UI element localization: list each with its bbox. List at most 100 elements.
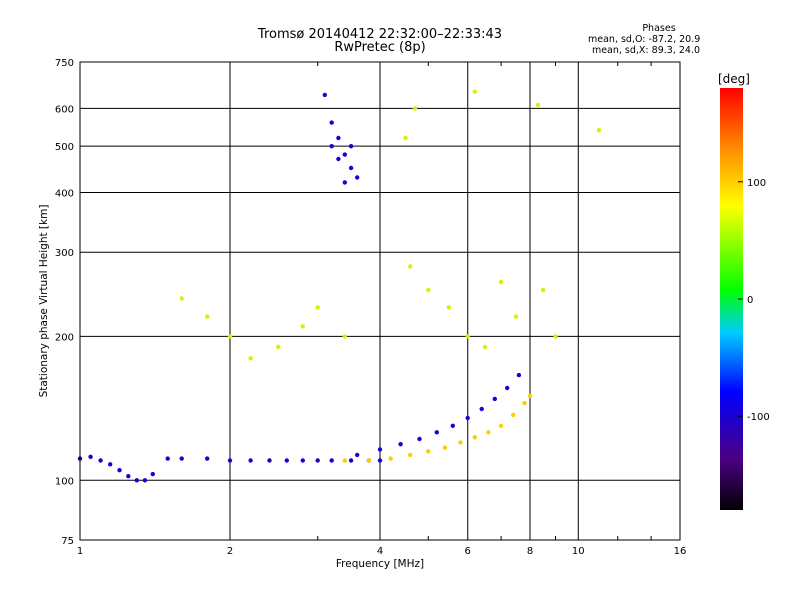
y-tick-label: 300 — [55, 248, 74, 259]
data-point — [150, 471, 155, 477]
data-point — [355, 452, 360, 458]
data-point — [342, 458, 347, 463]
data-point — [388, 456, 393, 461]
data-point — [227, 334, 233, 339]
data-point — [205, 314, 210, 319]
data-point — [472, 89, 477, 94]
data-point — [227, 458, 233, 463]
data-point — [248, 458, 253, 463]
colorbar-label: [deg] — [718, 72, 750, 86]
data-point — [596, 128, 602, 133]
x-tick-label: 4 — [377, 546, 383, 557]
data-point — [498, 279, 504, 285]
x-tick-label: 8 — [527, 546, 533, 557]
y-tick-label: 400 — [55, 188, 74, 199]
data-point — [329, 458, 334, 463]
data-point — [179, 296, 184, 301]
data-point — [284, 458, 289, 463]
data-point — [88, 454, 93, 459]
data-point — [486, 430, 491, 435]
y-tick-label: 500 — [55, 142, 74, 153]
data-point — [535, 102, 541, 108]
data-point — [465, 415, 470, 421]
data-point — [434, 430, 439, 435]
data-point — [510, 412, 516, 418]
colorbar-ticks: 100 0 -100 — [738, 178, 770, 423]
data-point — [315, 458, 320, 463]
data-point — [465, 334, 470, 339]
y-tick-label: 750 — [55, 58, 74, 69]
data-point — [522, 400, 527, 406]
data-point — [498, 423, 504, 428]
data-point — [108, 462, 113, 467]
colorbar: [deg] 100 0 -100 — [718, 72, 770, 510]
data-point — [472, 435, 477, 440]
x-tick-label: 1 — [77, 546, 83, 557]
data-point — [458, 440, 463, 445]
plot-frame — [79, 61, 681, 541]
y-tick-label: 100 — [55, 476, 74, 487]
colorbar-gradient — [720, 88, 743, 510]
phase-stats-o-mode: mean, sd,O: -87.2, 20.9 — [588, 34, 701, 45]
data-point — [408, 452, 413, 458]
colorbar-tick-label: 0 — [747, 295, 753, 306]
data-point — [513, 314, 519, 319]
data-point — [165, 456, 170, 461]
data-point — [505, 385, 510, 391]
data-point — [342, 152, 347, 157]
chart-subtitle: RwPretec (8p) — [334, 40, 426, 55]
data-point — [134, 478, 139, 483]
data-point — [540, 287, 546, 293]
data-point — [276, 344, 281, 350]
y-tick-label: 75 — [61, 536, 74, 547]
data-point — [426, 287, 431, 293]
x-tick-label: 10 — [572, 546, 585, 557]
data-point — [342, 334, 347, 339]
data-point — [442, 445, 448, 450]
data-point — [98, 458, 103, 463]
data-point — [482, 344, 488, 350]
chart-title: Tromsø 20140412 22:32:00–22:33:43 — [257, 27, 503, 42]
data-point — [355, 175, 360, 180]
data-point — [527, 393, 533, 399]
data-point — [412, 106, 418, 111]
phase-stats-x-mode: mean, sd,X: 89.3, 24.0 — [591, 45, 700, 56]
data-point — [322, 92, 327, 98]
data-point — [126, 474, 131, 479]
data-point — [348, 165, 354, 171]
data-point — [377, 447, 383, 452]
data-point — [342, 180, 347, 185]
data-point — [516, 372, 522, 378]
y-tick-label: 200 — [55, 332, 74, 343]
colorbar-tick-label: -100 — [747, 412, 770, 423]
x-tick-label: 6 — [465, 546, 471, 557]
data-point — [492, 396, 497, 402]
data-point — [300, 324, 305, 329]
data-point — [142, 478, 148, 483]
data-point — [426, 449, 431, 454]
data-point — [398, 442, 403, 447]
phase-stats: Phases mean, sd,O: -87.2, 20.9 mean, sd,… — [588, 23, 700, 56]
data-point — [479, 406, 484, 412]
data-point — [336, 135, 341, 141]
y-axis-label: Stationary phase Virtual Height [km] — [38, 205, 50, 398]
data-point — [553, 334, 558, 339]
data-point — [329, 120, 334, 125]
data-point — [403, 135, 408, 141]
axis-ticks: 1 2 4 6 8 10 16 75 100 200 300 400 500 600 750 — [55, 58, 686, 557]
data-point — [408, 264, 413, 269]
data-point — [267, 458, 272, 463]
data-point — [446, 305, 452, 310]
colorbar-tick-label: 100 — [747, 178, 766, 189]
data-point — [366, 458, 372, 463]
data-point — [450, 423, 455, 428]
data-point — [248, 356, 253, 361]
data-point — [179, 456, 184, 461]
data-point — [300, 458, 305, 463]
data-point — [348, 458, 354, 463]
data-points — [77, 89, 602, 483]
data-point — [377, 458, 383, 463]
data-point — [417, 436, 422, 442]
